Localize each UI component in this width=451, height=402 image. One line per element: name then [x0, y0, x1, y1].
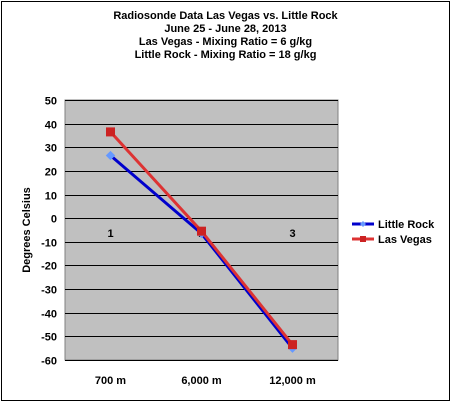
legend: Little Rock Las Vegas: [352, 219, 435, 246]
series-markers: [105, 127, 298, 353]
x-category-label: 12,000 m: [269, 375, 316, 387]
y-tick-label: -50: [41, 332, 57, 344]
data-point-marker: [106, 127, 115, 137]
chart-title: Radiosonde Data Las Vegas vs. Little Roc…: [0, 10, 451, 62]
y-axis-title: Degrees Celsius: [21, 187, 33, 273]
legend-label: Little Rock: [378, 219, 435, 231]
y-tick-label: 10: [45, 191, 57, 203]
legend-swatch-marker: [360, 221, 366, 227]
chart-title-line-3: Las Vegas - Mixing Ratio = 6 g/kg: [138, 36, 313, 48]
y-tick-label: 40: [45, 120, 57, 132]
y-tick-label: -40: [41, 309, 57, 321]
x-category-labels: 700 m 6,000 m 12,000 m: [95, 375, 316, 387]
y-tick-label: -20: [41, 261, 57, 273]
y-tick-label: -30: [41, 285, 57, 297]
chart-title-line-4: Little Rock - Mixing Ratio = 18 g/kg: [134, 49, 317, 61]
y-tick-label: -60: [41, 356, 57, 368]
x-category-label: 700 m: [95, 375, 126, 387]
data-point-marker: [197, 226, 206, 236]
x-category-label: 6,000 m: [181, 375, 222, 387]
y-tick-label: 20: [45, 167, 57, 179]
gridlines: [65, 100, 338, 361]
data-point-marker: [288, 340, 297, 350]
x-index-label: 1: [107, 228, 113, 240]
chart-title-line-1: Radiosonde Data Las Vegas vs. Little Roc…: [113, 10, 338, 22]
y-tick-label: -10: [41, 238, 57, 250]
chart-title-line-2: June 25 - June 28, 2013: [164, 23, 287, 35]
y-tick-label: 50: [45, 96, 57, 108]
y-axis-ticks: 50 40 30 20 10 0 -10 -20 -30 -40 -50 -60: [41, 96, 57, 368]
legend-label: Las Vegas: [378, 234, 432, 246]
y-tick-label: 0: [51, 214, 57, 226]
legend-swatch-marker: [360, 236, 366, 242]
y-tick-label: 30: [45, 143, 57, 155]
data-point-marker: [105, 150, 116, 161]
x-index-label: 3: [289, 228, 295, 240]
